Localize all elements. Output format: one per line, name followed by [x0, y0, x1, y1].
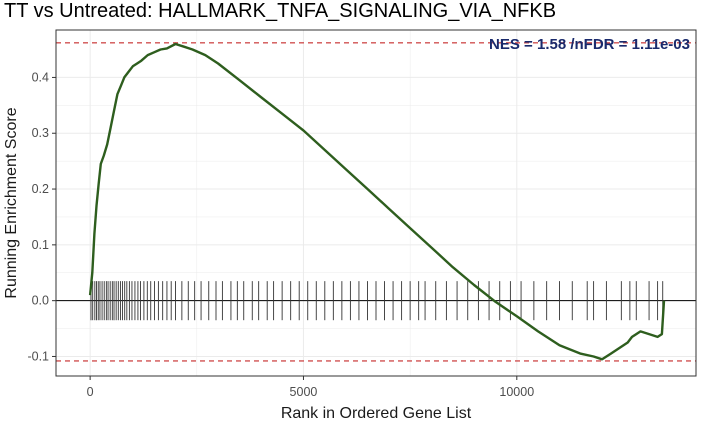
chart-title: TT vs Untreated: HALLMARK_TNFA_SIGNALING…: [4, 0, 557, 22]
enrichment-score-line: [88, 42, 666, 361]
y-tick-label: 0.0: [32, 294, 49, 308]
nes-fdr-annotation: NES = 1.58 /nFDR = 1.11e-03: [489, 36, 690, 53]
x-tick-label: 5000: [290, 385, 318, 399]
y-tick-label: 0.4: [32, 70, 49, 84]
grid-lines: [56, 30, 696, 376]
y-tick-label: 0.1: [32, 238, 49, 252]
y-tick-label: 0.3: [32, 126, 49, 140]
x-axis-ticks: 0 5000 10000: [87, 376, 534, 399]
y-tick-label: -0.1: [27, 349, 49, 363]
gene-hit-ticks: [90, 281, 664, 321]
y-tick-label: 0.2: [32, 182, 49, 196]
enrichment-line-group: [88, 42, 666, 361]
x-tick-label: 0: [87, 385, 94, 399]
x-axis-title: Rank in Ordered Gene List: [281, 405, 472, 422]
panel-border: [55, 29, 697, 377]
y-axis-title: Running Enrichment Score: [3, 107, 20, 298]
y-axis-ticks: -0.1 0.0 0.1 0.2 0.3 0.4: [27, 70, 56, 363]
x-tick-label: 10000: [499, 385, 534, 399]
